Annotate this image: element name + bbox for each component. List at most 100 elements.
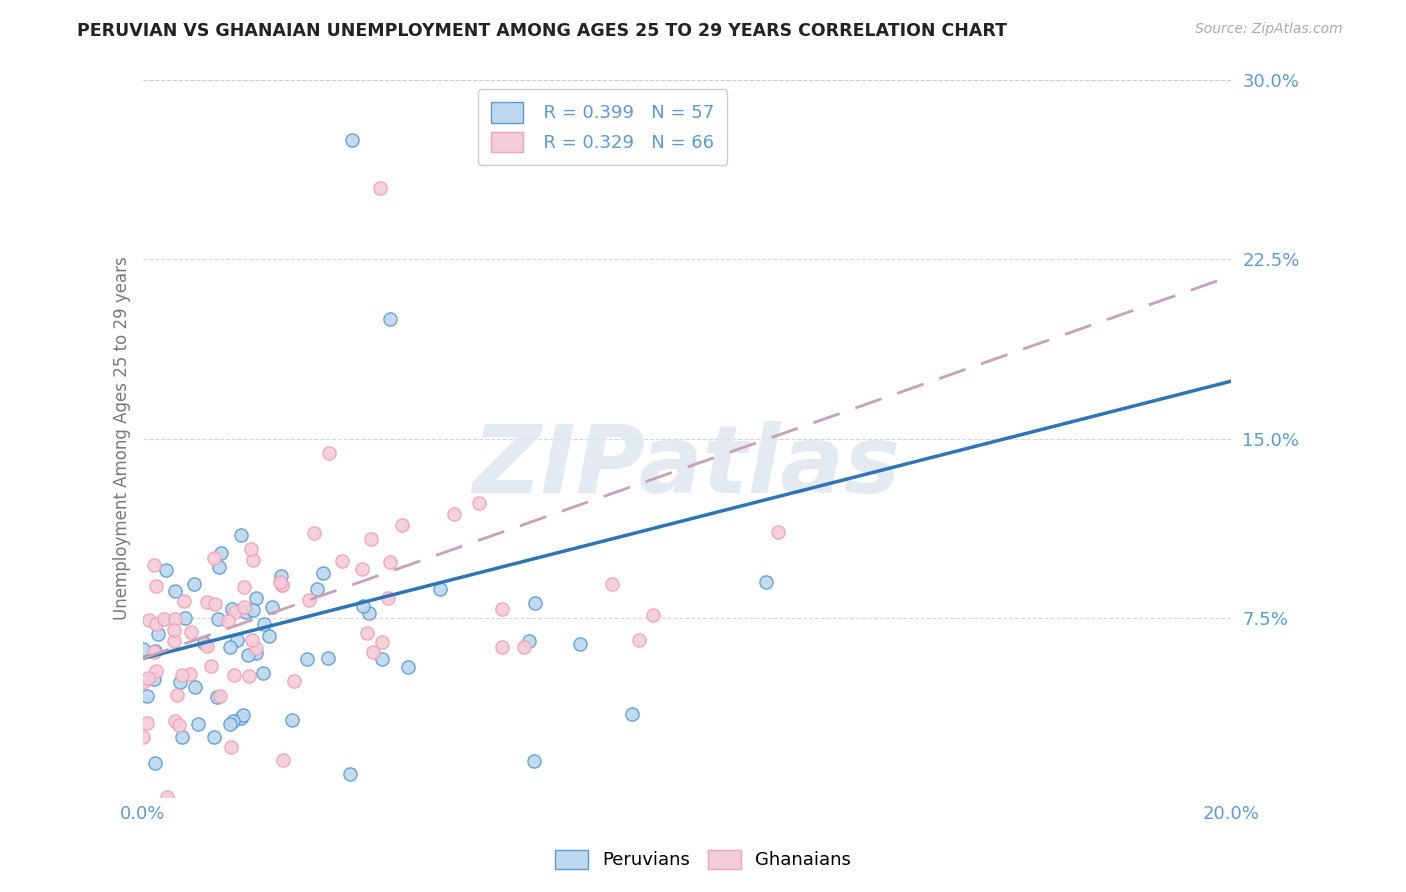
Point [568, 637, 591, 651]
Point [155, 563, 177, 577]
Point [232, 580, 254, 594]
Point [396, 660, 419, 674]
Point [257, 629, 280, 643]
Point [600, 577, 623, 591]
Point [142, 558, 165, 572]
Point [135, 715, 157, 730]
Point [204, 597, 226, 611]
Point [222, 668, 245, 682]
Point [138, 671, 160, 685]
Point [195, 639, 218, 653]
Point [359, 606, 381, 620]
Point [180, 625, 202, 640]
Point [766, 525, 789, 540]
Point [163, 612, 186, 626]
Point [173, 593, 195, 607]
Point [232, 708, 254, 723]
Point [361, 644, 384, 658]
Point [270, 569, 292, 583]
Point [491, 640, 513, 654]
Point [269, 574, 291, 589]
Point [360, 532, 382, 546]
Point [132, 675, 155, 690]
Point [252, 666, 274, 681]
Point [145, 579, 167, 593]
Point [193, 636, 215, 650]
Point [207, 560, 229, 574]
Point [143, 756, 166, 771]
Point [245, 646, 267, 660]
Point [205, 690, 228, 705]
Point [187, 717, 209, 731]
Point [307, 582, 329, 596]
Point [172, 667, 194, 681]
Text: Source: ZipAtlas.com: Source: ZipAtlas.com [1195, 22, 1343, 37]
Point [209, 546, 232, 560]
Point [641, 607, 664, 622]
Point [135, 689, 157, 703]
Point [391, 517, 413, 532]
Point [467, 496, 489, 510]
Point [273, 753, 295, 767]
Point [523, 754, 546, 768]
Point [356, 626, 378, 640]
Point [195, 595, 218, 609]
Point [179, 666, 201, 681]
Point [152, 612, 174, 626]
Point [167, 718, 190, 732]
Point [224, 605, 246, 619]
Point [271, 578, 294, 592]
Point [163, 624, 186, 638]
Point [145, 664, 167, 678]
Point [184, 680, 207, 694]
Point [132, 642, 155, 657]
Point [332, 554, 354, 568]
Point [242, 553, 264, 567]
Point [312, 566, 335, 581]
Point [202, 550, 225, 565]
Point [145, 643, 167, 657]
Point [443, 507, 465, 521]
Point [352, 599, 374, 614]
Point [240, 542, 263, 557]
Point [232, 599, 254, 614]
Point [132, 730, 155, 744]
Point [429, 582, 451, 596]
Text: ZIPatlas: ZIPatlas [472, 421, 901, 513]
Point [145, 617, 167, 632]
Point [368, 180, 391, 194]
Point [377, 591, 399, 605]
Point [222, 714, 245, 728]
Point [218, 640, 240, 655]
Point [242, 602, 264, 616]
Point [281, 713, 304, 727]
Point [225, 632, 247, 647]
Point [162, 634, 184, 648]
Point [235, 605, 257, 619]
Point [183, 577, 205, 591]
Point [219, 716, 242, 731]
Point [245, 640, 267, 655]
Point [148, 627, 170, 641]
Point [221, 602, 243, 616]
Point [208, 689, 231, 703]
Point [163, 584, 186, 599]
Point [262, 599, 284, 614]
Point [283, 674, 305, 689]
Point [229, 711, 252, 725]
Point [169, 674, 191, 689]
Point [238, 648, 260, 662]
Point [142, 672, 165, 686]
Point [229, 527, 252, 541]
Text: PERUVIAN VS GHANAIAN UNEMPLOYMENT AMONG AGES 25 TO 29 YEARS CORRELATION CHART: PERUVIAN VS GHANAIAN UNEMPLOYMENT AMONG … [77, 22, 1007, 40]
Point [627, 632, 650, 647]
Point [202, 730, 225, 744]
Point [270, 578, 292, 592]
Point [342, 133, 364, 147]
Point [245, 591, 267, 606]
Point [238, 669, 260, 683]
Point [378, 555, 401, 569]
Point [371, 635, 394, 649]
Point [512, 640, 534, 654]
Point [370, 651, 392, 665]
